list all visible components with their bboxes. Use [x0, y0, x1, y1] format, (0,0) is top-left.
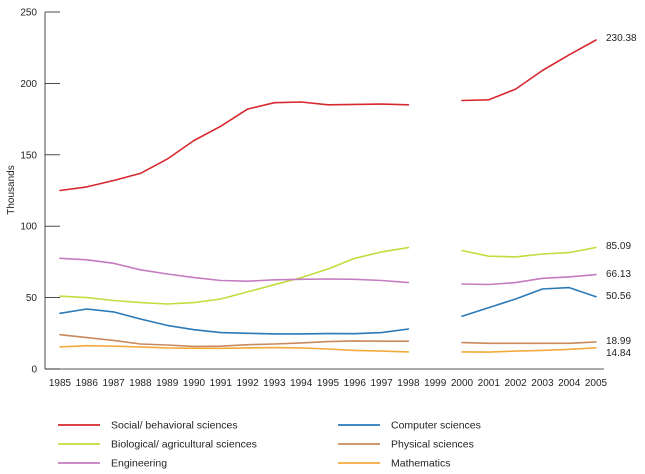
series-line-0-segment-0	[59, 101, 410, 192]
x-tick-label: 1994	[290, 378, 313, 389]
x-tick-label: 1991	[210, 378, 233, 389]
legend-label: Mathematics	[391, 458, 451, 470]
series-line-2-segment-1	[461, 246, 597, 258]
y-tick-label: 100	[20, 222, 37, 233]
x-tick-label: 1993	[263, 378, 286, 389]
series-line-1-segment-1	[461, 286, 597, 318]
x-tick-label: 1989	[156, 378, 179, 389]
x-tick-label: 2002	[504, 378, 527, 389]
series-line-0-segment-1	[461, 39, 597, 102]
end-labels: 230.38 50.56 85.09 18.99 66.13 14.84	[606, 33, 637, 359]
series-line-2-segment-0	[59, 246, 410, 305]
axes: 0 50 100 150 200 250 1985 1986 1987 1988 1989 1990 1…	[6, 8, 608, 390]
end-value-label: 66.13	[606, 269, 631, 280]
y-axis-label: Thousands	[6, 165, 17, 214]
series-line-4-segment-0	[59, 257, 410, 284]
x-tick-label: 2000	[451, 378, 474, 389]
legend-label: Biological/ agricultural sciences	[111, 439, 257, 451]
x-tick-label: 1990	[183, 378, 206, 389]
x-tick-label: 1992	[236, 378, 259, 389]
x-tick-label: 1997	[370, 378, 393, 389]
x-tick-label: 2003	[531, 378, 554, 389]
end-value-label: 50.56	[606, 291, 631, 302]
x-tick-label: 1987	[102, 378, 125, 389]
series-line-1-segment-0	[59, 308, 410, 335]
series-lines	[59, 39, 597, 353]
series-line-5-segment-1	[461, 346, 597, 353]
x-tick-label: 2001	[478, 378, 501, 389]
series-line-3-segment-1	[461, 341, 597, 345]
series-line-5-segment-0	[59, 344, 410, 353]
end-value-label: 85.09	[606, 241, 631, 252]
legend-label: Computer sciences	[391, 420, 481, 432]
y-tick-label: 250	[20, 8, 37, 19]
x-tick-label: 1986	[76, 378, 99, 389]
series-line-4-segment-1	[461, 273, 597, 286]
legend-label: Social/ behavioral sciences	[111, 420, 238, 432]
legend-label: Physical sciences	[391, 439, 474, 451]
end-value-label: 14.84	[606, 348, 631, 359]
y-tick-label: 200	[20, 79, 37, 90]
end-value-label: 230.38	[606, 33, 637, 44]
y-tick-label: 50	[26, 293, 38, 304]
x-tick-label: 1995	[317, 378, 340, 389]
x-tick-label: 1999	[424, 378, 447, 389]
series-line-3-segment-0	[59, 333, 410, 348]
x-tick-label: 1985	[49, 378, 72, 389]
x-tick-label: 1996	[344, 378, 367, 389]
legend: Social/ behavioral sciences Computer scie…	[58, 420, 481, 470]
legend-label: Engineering	[111, 458, 167, 470]
y-tick-label: 150	[20, 150, 37, 161]
x-tick-label: 1998	[397, 378, 420, 389]
end-value-label: 18.99	[606, 336, 631, 347]
y-tick-label: 0	[31, 365, 37, 376]
x-tick-label: 1988	[129, 378, 152, 389]
x-tick-label: 2005	[585, 378, 608, 389]
x-tick-label: 2004	[558, 378, 581, 389]
